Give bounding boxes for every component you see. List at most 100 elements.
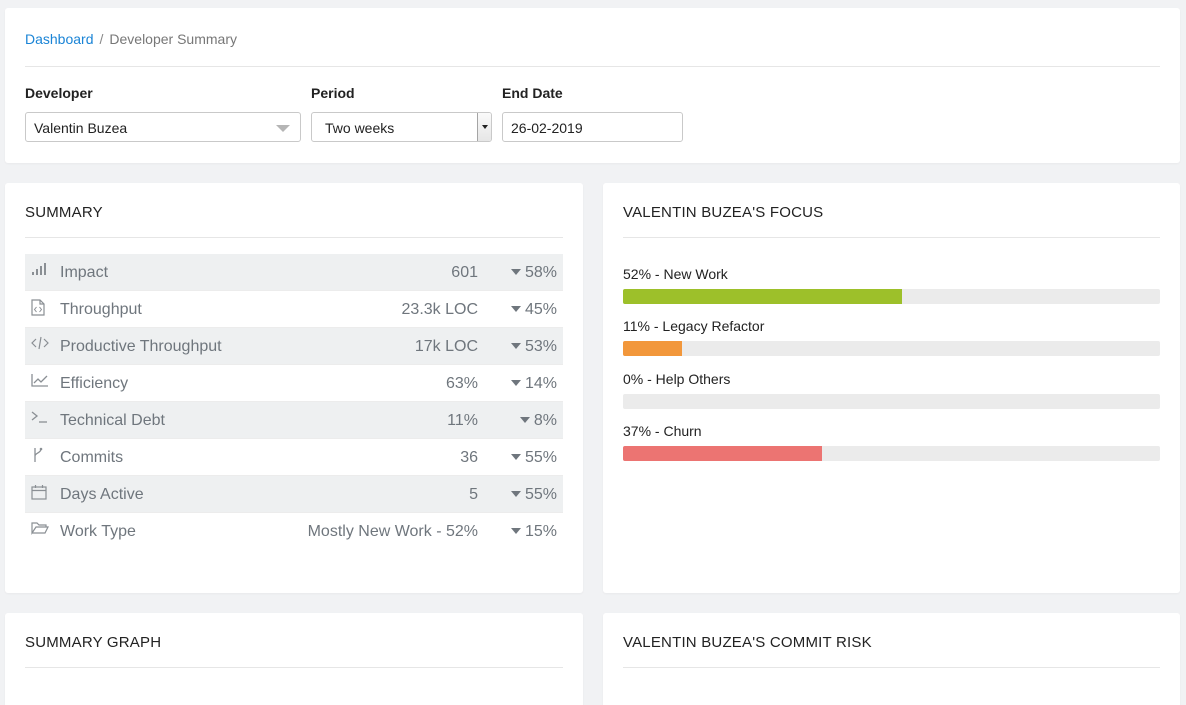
period-select-value: Two weeks <box>325 120 395 136</box>
triangle-down-icon <box>510 527 521 534</box>
summary-row-commits[interactable]: Commits 36 55% <box>25 439 563 476</box>
divider <box>25 667 563 668</box>
summary-row-efficiency[interactable]: Efficiency 63% 14% <box>25 365 563 402</box>
summary-value: 5 <box>469 486 478 503</box>
summary-value: Mostly New Work - 52% <box>307 523 478 540</box>
focus-label: 11% - Legacy Refactor <box>623 318 765 334</box>
terminal-icon <box>31 410 49 428</box>
triangle-down-icon <box>510 490 521 497</box>
summary-row-work-type[interactable]: Work Type Mostly New Work - 52% 15% <box>25 513 563 550</box>
summary-delta: 45% <box>510 301 557 319</box>
commit-risk-card: VALENTIN BUZEA'S COMMIT RISK <box>603 613 1180 705</box>
focus-label: 0% - Help Others <box>623 371 731 387</box>
summary-row-productive-throughput[interactable]: Productive Throughput 17k LOC 53% <box>25 328 563 365</box>
summary-delta: 53% <box>510 338 557 356</box>
summary-label: Impact <box>60 264 109 281</box>
divider <box>623 237 1160 238</box>
developer-select[interactable]: Valentin Buzea <box>25 112 301 142</box>
summary-delta: 15% <box>510 523 557 541</box>
summary-label: Work Type <box>60 523 136 540</box>
developer-select-value: Valentin Buzea <box>34 120 128 136</box>
summary-table: Impact 601 58% Throughput 23.3k LOC 45% … <box>25 254 563 550</box>
chevron-down-icon <box>276 125 290 132</box>
code-brackets-icon <box>31 336 49 354</box>
progress-bar-fill <box>623 289 903 304</box>
focus-title: VALENTIN BUZEA'S FOCUS <box>623 204 824 221</box>
focus-item-new-work: 52% - New Work <box>623 266 1160 304</box>
summary-card: SUMMARY Impact 601 58% Throughput 23.3k … <box>5 183 583 593</box>
summary-title: SUMMARY <box>25 204 103 221</box>
triangle-down-icon <box>510 268 521 275</box>
summary-label: Throughput <box>60 301 142 318</box>
summary-delta-value: 58% <box>524 264 557 281</box>
summary-delta: 55% <box>510 486 557 504</box>
filter-card: Dashboard / Developer Summary Developer Va… <box>5 8 1180 163</box>
divider <box>25 237 563 238</box>
end-date-label: End Date <box>502 85 563 101</box>
summary-delta-value: 14% <box>524 375 557 392</box>
summary-delta-value: 15% <box>524 523 557 540</box>
summary-label: Technical Debt <box>60 412 165 429</box>
divider <box>623 667 1160 668</box>
breadcrumb-current: Developer Summary <box>109 31 237 47</box>
summary-value: 601 <box>451 264 478 281</box>
summary-label: Days Active <box>60 486 144 503</box>
summary-label: Productive Throughput <box>60 338 222 355</box>
summary-delta-value: 8% <box>533 412 557 429</box>
summary-label: Commits <box>60 449 124 466</box>
focus-item-legacy-refactor: 11% - Legacy Refactor <box>623 318 1160 356</box>
progress-bar <box>623 446 1160 461</box>
triangle-down-icon <box>519 416 530 423</box>
focus-label: 37% - Churn <box>623 423 702 439</box>
progress-bar <box>623 341 1160 356</box>
breadcrumb-dashboard-link[interactable]: Dashboard <box>25 31 94 47</box>
folder-icon <box>31 521 49 539</box>
summary-delta: 58% <box>510 264 557 282</box>
commit-risk-title: VALENTIN BUZEA'S COMMIT RISK <box>623 634 872 651</box>
summary-delta-value: 55% <box>524 449 557 466</box>
summary-graph-title: SUMMARY GRAPH <box>25 634 162 651</box>
line-chart-icon <box>31 373 49 391</box>
end-date-input[interactable]: 26-02-2019 <box>502 112 683 142</box>
summary-value: 23.3k LOC <box>401 301 478 318</box>
breadcrumb-separator: / <box>99 31 104 47</box>
summary-value: 11% <box>447 412 478 429</box>
triangle-down-icon <box>510 379 521 386</box>
progress-bar <box>623 289 1160 304</box>
git-branch-icon <box>31 447 49 465</box>
summary-delta: 8% <box>519 412 557 430</box>
divider <box>25 66 1160 67</box>
dropdown-arrow-icon[interactable] <box>477 113 491 141</box>
summary-value: 36 <box>460 449 478 466</box>
summary-row-technical-debt[interactable]: Technical Debt 11% 8% <box>25 402 563 439</box>
summary-delta-value: 55% <box>524 486 557 503</box>
breadcrumb: Dashboard / Developer Summary <box>25 31 237 47</box>
summary-row-days-active[interactable]: Days Active 5 55% <box>25 476 563 513</box>
summary-value: 17k LOC <box>414 338 478 355</box>
triangle-down-icon <box>510 305 521 312</box>
focus-card: VALENTIN BUZEA'S FOCUS 52% - New Work 11… <box>603 183 1180 593</box>
developer-label: Developer <box>25 85 93 101</box>
triangle-down-icon <box>510 342 521 349</box>
progress-bar-fill <box>623 341 683 356</box>
progress-bar <box>623 394 1160 409</box>
focus-item-churn: 37% - Churn <box>623 423 1160 461</box>
calendar-icon <box>31 484 49 502</box>
summary-delta: 55% <box>510 449 557 467</box>
end-date-value: 26-02-2019 <box>511 120 583 136</box>
signal-bars-icon <box>31 262 49 280</box>
summary-label: Efficiency <box>60 375 129 392</box>
period-label: Period <box>311 85 355 101</box>
triangle-down-icon <box>510 453 521 460</box>
summary-row-impact[interactable]: Impact 601 58% <box>25 254 563 291</box>
progress-bar-fill <box>623 446 822 461</box>
summary-delta-value: 45% <box>524 301 557 318</box>
summary-delta-value: 53% <box>524 338 557 355</box>
summary-delta: 14% <box>510 375 557 393</box>
focus-item-help-others: 0% - Help Others <box>623 371 1160 409</box>
summary-graph-card: SUMMARY GRAPH <box>5 613 583 705</box>
code-file-icon <box>31 299 49 317</box>
summary-row-throughput[interactable]: Throughput 23.3k LOC 45% <box>25 291 563 328</box>
period-select[interactable]: Two weeks <box>311 112 492 142</box>
summary-value: 63% <box>445 375 478 392</box>
